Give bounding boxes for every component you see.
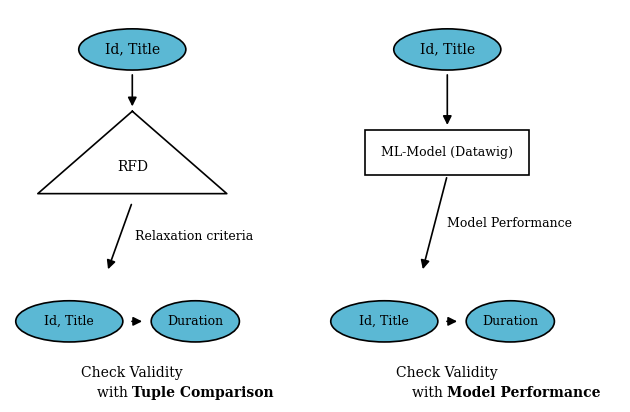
Text: Tuple Comparison: Tuple Comparison (132, 386, 274, 400)
Text: ML-Model (Datawig): ML-Model (Datawig) (381, 146, 513, 159)
Text: with: with (412, 386, 447, 400)
Text: Id, Title: Id, Title (105, 42, 160, 56)
Ellipse shape (394, 29, 501, 70)
Bar (365, 130, 529, 175)
Ellipse shape (151, 301, 239, 342)
Text: Id, Title: Id, Title (45, 315, 94, 328)
Ellipse shape (331, 301, 438, 342)
Text: Duration: Duration (482, 315, 539, 328)
Text: Relaxation criteria: Relaxation criteria (135, 230, 254, 243)
Text: Id, Title: Id, Title (420, 42, 475, 56)
Ellipse shape (79, 29, 186, 70)
Text: Id, Title: Id, Title (360, 315, 409, 328)
Text: Duration: Duration (167, 315, 224, 328)
Text: RFD: RFD (117, 160, 148, 174)
Ellipse shape (16, 301, 123, 342)
Text: Check Validity: Check Validity (81, 366, 183, 380)
Text: Check Validity: Check Validity (396, 366, 498, 380)
Ellipse shape (466, 301, 554, 342)
Text: Model Performance: Model Performance (447, 386, 601, 400)
Text: Model Performance: Model Performance (447, 217, 572, 230)
Text: with: with (97, 386, 132, 400)
